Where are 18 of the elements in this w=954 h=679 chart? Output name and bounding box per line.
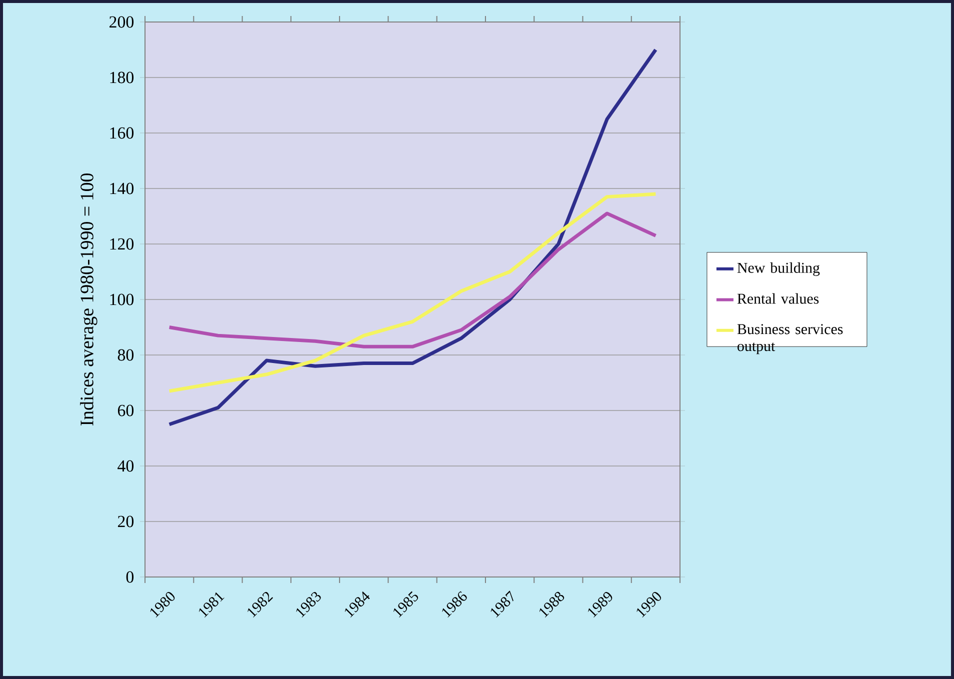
y-tick-label: 20 bbox=[118, 516, 134, 528]
x-tick-label: 1981 bbox=[198, 592, 224, 618]
line-series bbox=[168, 48, 658, 426]
y-tick-label: 40 bbox=[118, 460, 134, 472]
legend-label: Business services output bbox=[737, 324, 843, 354]
y-tick-label: 60 bbox=[118, 404, 134, 416]
y-tick-label: 100 bbox=[110, 294, 134, 306]
y-axis-title: Indices average 1980-1990 = 100 bbox=[80, 173, 98, 426]
line-series bbox=[168, 212, 658, 348]
legend-label: New building bbox=[737, 262, 820, 276]
y-tick-label: 160 bbox=[110, 127, 134, 139]
y-tick-label: 80 bbox=[118, 349, 134, 361]
y-tick-label: 180 bbox=[110, 72, 134, 84]
y-tick-label: 120 bbox=[110, 238, 134, 250]
y-tick-label: 140 bbox=[110, 182, 134, 194]
y-tick-label: 200 bbox=[110, 16, 134, 28]
legend-label: Rental values bbox=[737, 293, 819, 304]
y-tick-label: 0 bbox=[126, 571, 134, 583]
